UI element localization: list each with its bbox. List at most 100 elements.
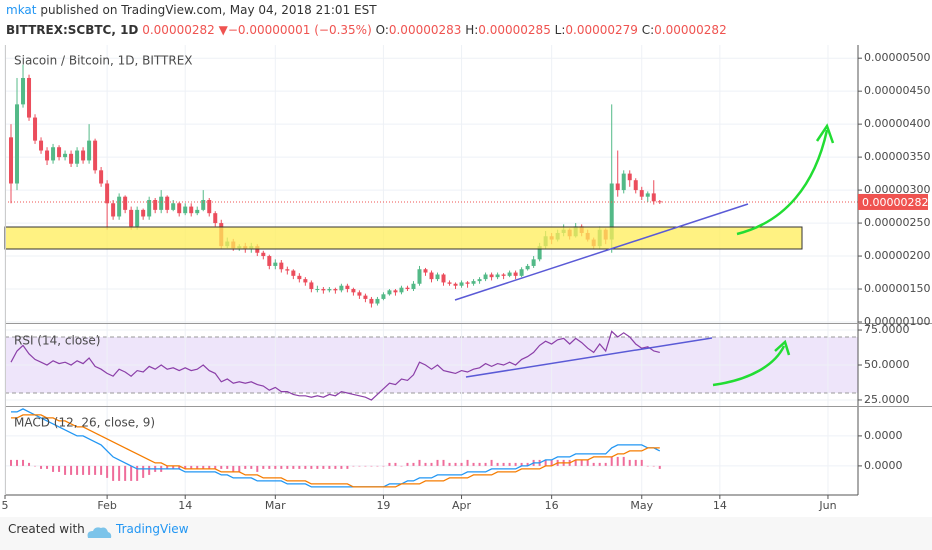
candle-body	[615, 183, 620, 191]
x-tick-label: Feb	[97, 499, 116, 512]
candle-body	[423, 269, 428, 273]
published: published on TradingView.com, May 04, 20…	[40, 3, 377, 17]
marks	[5, 64, 858, 488]
candle-body	[147, 199, 152, 217]
ohlc: O:0.00000283 H:0.00000285 L:0.00000279 C…	[376, 23, 727, 37]
macd-histogram-bar	[64, 465, 67, 475]
macd-histogram-bar	[112, 465, 115, 481]
candle-body	[183, 206, 188, 214]
macd-histogram-bar	[424, 462, 427, 466]
candle-body	[651, 193, 656, 202]
x-tick-label: Mar	[265, 499, 286, 512]
candle-body	[465, 282, 470, 284]
candle-body	[165, 196, 170, 210]
candle-body	[27, 77, 32, 118]
macd-histogram-bar	[58, 465, 61, 472]
candle-body	[111, 203, 116, 217]
candle-body	[297, 275, 302, 280]
macd-histogram-bar	[262, 465, 265, 469]
macd-histogram-bar	[250, 465, 253, 469]
macd-histogram-bar	[598, 462, 601, 466]
macd-histogram-bar	[490, 459, 493, 466]
macd-histogram-bar	[472, 462, 475, 466]
candle-body	[633, 180, 638, 191]
candle-body	[303, 279, 308, 283]
macd-histogram-bar	[430, 462, 433, 466]
macd-histogram-bar	[604, 462, 607, 466]
macd-histogram-bar	[214, 465, 217, 469]
macd-histogram-bar	[280, 465, 283, 469]
candle-body	[447, 282, 452, 284]
candle-body	[87, 140, 92, 161]
macd-histogram-bar	[124, 465, 127, 481]
candle-body	[417, 269, 422, 284]
footer-bg	[0, 517, 932, 550]
macd-histogram-bar	[94, 465, 97, 475]
macd-histogram-bar	[298, 465, 301, 469]
candle-body	[9, 137, 14, 184]
candle-body	[21, 77, 26, 105]
macd-histogram-bar	[136, 465, 139, 481]
ohlc-value: 0.00000285	[478, 23, 551, 37]
candle-body	[213, 213, 218, 224]
brand-link[interactable]: TradingView	[116, 522, 189, 536]
candle-body	[81, 150, 86, 161]
macd-histogram-bar	[346, 465, 349, 469]
rsi-line	[10, 330, 660, 401]
macd-histogram-bar	[358, 465, 361, 467]
created-with: Created with	[8, 522, 85, 536]
candle-body	[309, 282, 314, 290]
symbol: BITTREX:SCBTC, 1D	[6, 23, 139, 37]
y-tick-label: 0.00000450	[864, 84, 930, 97]
candle-body	[513, 272, 518, 276]
macd-histogram-bar	[634, 459, 637, 466]
y-tick-label: 0.00000500	[864, 51, 930, 64]
candle-body	[519, 269, 524, 276]
candle-body	[375, 298, 380, 304]
ohlc-key: C:	[641, 23, 655, 37]
candle-body	[435, 274, 440, 280]
macd-histogram-bar	[34, 465, 37, 467]
candle-body	[411, 283, 416, 290]
pane-title: RSI (14, close)	[14, 334, 100, 348]
change: −0.00000001 (−0.35%)	[227, 23, 372, 37]
candle-body	[609, 183, 614, 240]
macd-histogram-bar	[340, 465, 343, 469]
candle-body	[33, 117, 38, 141]
macd-histogram-bar	[142, 465, 145, 478]
arrow-head	[815, 123, 835, 144]
macd-histogram-bar	[652, 465, 655, 467]
macd-histogram-bar	[16, 459, 19, 466]
change-arrow: ▼	[218, 23, 228, 37]
macd-histogram-bar	[640, 459, 643, 466]
macd-histogram-bar	[316, 465, 319, 469]
macd-histogram-bar	[304, 465, 307, 469]
macd-histogram-bar	[364, 465, 367, 467]
macd-histogram-bar	[544, 459, 547, 466]
candle-body	[279, 262, 284, 270]
candle-body	[267, 256, 272, 266]
macd-line	[11, 414, 660, 488]
candle-body	[291, 270, 296, 276]
macd-histogram-bar	[484, 462, 487, 466]
macd-histogram-bar	[286, 465, 289, 469]
candle-body	[117, 196, 122, 217]
macd-histogram-bar	[400, 465, 403, 467]
candle-body	[621, 173, 626, 191]
candle-body	[105, 183, 110, 204]
macd-histogram-bar	[172, 465, 175, 469]
candle-body	[483, 274, 488, 280]
x-tick-label: May	[630, 499, 653, 512]
macd-histogram-bar	[574, 459, 577, 466]
candle-body	[45, 150, 50, 161]
candle-body	[201, 199, 206, 210]
macd-histogram-bar	[418, 459, 421, 466]
candle-body	[315, 289, 320, 291]
macd-histogram-bar	[292, 465, 295, 469]
candle-body	[351, 289, 356, 293]
candle-body	[207, 199, 212, 214]
candle-body	[273, 262, 278, 266]
footer-logo	[87, 527, 112, 538]
macd-histogram-bar	[202, 465, 205, 469]
